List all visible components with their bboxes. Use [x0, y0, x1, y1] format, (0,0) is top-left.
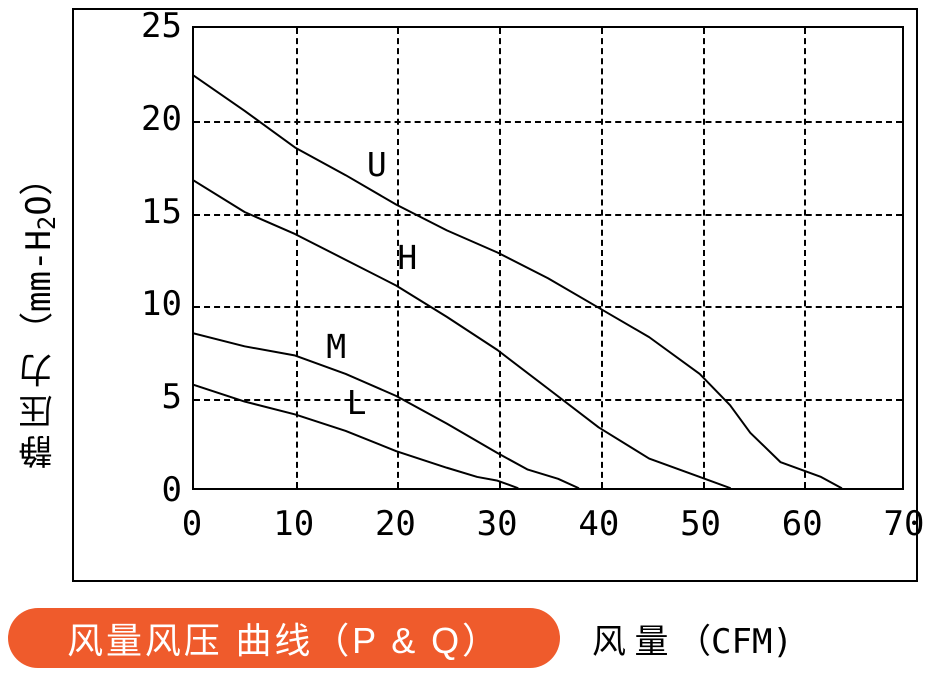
- x-axis-label-text: 风量（CFM): [592, 623, 793, 661]
- y-tick: 5: [126, 377, 182, 417]
- grid-line-vertical: [601, 28, 603, 488]
- x-tick: 0: [182, 504, 202, 544]
- y-tick: 25: [126, 6, 182, 46]
- y-tick: 20: [126, 99, 182, 139]
- chart-title-pill: 风量风压 曲线（P & Q）: [8, 608, 560, 668]
- grid-line-vertical: [804, 28, 806, 488]
- x-tick: 50: [680, 504, 721, 544]
- x-tick: 40: [578, 504, 619, 544]
- series-line-M: [194, 333, 578, 488]
- series-line-U: [194, 76, 841, 488]
- y-tick: 15: [126, 192, 182, 232]
- grid-line-vertical: [703, 28, 705, 488]
- grid-line-horizontal: [194, 306, 902, 308]
- chart-svg: [194, 28, 902, 488]
- series-label-U: U: [367, 145, 387, 184]
- x-tick: 10: [273, 504, 314, 544]
- x-tick: 30: [477, 504, 518, 544]
- grid-line-vertical: [499, 28, 501, 488]
- grid-line-vertical: [296, 28, 298, 488]
- grid-line-horizontal: [194, 399, 902, 401]
- series-label-M: M: [326, 327, 346, 366]
- x-tick: 60: [782, 504, 823, 544]
- series-line-H: [194, 181, 730, 488]
- series-label-L: L: [347, 383, 367, 422]
- plot-area: U H ML: [192, 26, 904, 490]
- series-label-H: H: [397, 238, 417, 277]
- x-tick: 70: [884, 504, 925, 544]
- y-axis-label: 静压力（mm-H2O）: [14, 80, 63, 550]
- grid-line-horizontal: [194, 214, 902, 216]
- chart-title-text: 风量风压 曲线（P & Q）: [67, 612, 501, 664]
- y-tick: 10: [126, 284, 182, 324]
- x-axis-label: 风量（CFM): [592, 614, 793, 663]
- grid-line-horizontal: [194, 121, 902, 123]
- y-tick: 0: [126, 470, 182, 510]
- x-tick: 20: [375, 504, 416, 544]
